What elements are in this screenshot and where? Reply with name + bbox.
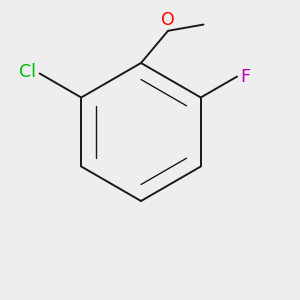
Text: O: O	[161, 11, 175, 29]
Text: Cl: Cl	[19, 63, 36, 81]
Text: F: F	[240, 68, 250, 85]
